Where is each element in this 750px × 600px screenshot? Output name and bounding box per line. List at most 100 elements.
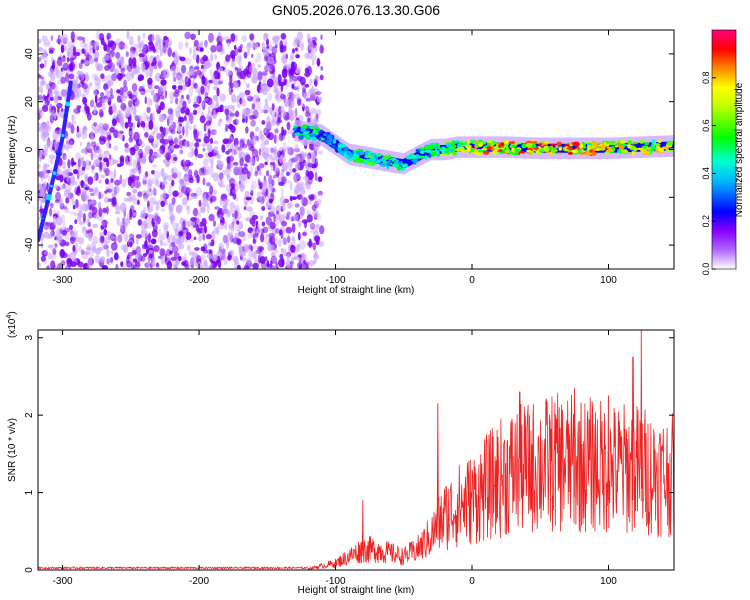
noise-speckle	[178, 231, 184, 237]
noise-speckle	[286, 91, 293, 99]
noise-speckle	[86, 142, 91, 149]
signal-band-blob	[550, 143, 557, 146]
noise-speckle	[286, 146, 291, 155]
signal-band-blob	[644, 141, 650, 146]
noise-speckle	[80, 71, 85, 81]
noise-speckle	[296, 31, 304, 41]
noise-speckle	[57, 262, 63, 269]
signal-band-blob	[391, 157, 397, 161]
noise-speckle	[298, 231, 301, 241]
noise-speckle	[84, 103, 88, 112]
noise-speckle	[311, 152, 316, 161]
noise-speckle	[155, 203, 160, 211]
noise-speckle	[311, 36, 318, 42]
noise-speckle	[108, 235, 115, 240]
spectrogram-ytick-label: 40	[24, 48, 35, 60]
noise-speckle	[238, 244, 243, 253]
noise-speckle	[266, 150, 270, 158]
noise-speckle	[77, 237, 85, 245]
signal-band-blob	[344, 155, 351, 159]
noise-speckle	[266, 260, 270, 268]
noise-speckle	[271, 46, 277, 56]
noise-speckle	[233, 166, 240, 176]
noise-speckle	[114, 210, 121, 215]
noise-speckle	[38, 85, 43, 94]
noise-speckles	[38, 30, 325, 269]
noise-speckle	[225, 114, 229, 121]
noise-speckle	[253, 250, 257, 259]
noise-speckle	[83, 43, 89, 53]
noise-speckle	[202, 143, 206, 148]
noise-speckle	[153, 245, 160, 253]
noise-speckle	[303, 260, 306, 264]
noise-speckle	[49, 109, 55, 115]
noise-speckle	[216, 154, 222, 159]
noise-speckle	[261, 41, 265, 51]
noise-speckle	[218, 67, 224, 72]
noise-speckle	[49, 159, 54, 165]
noise-speckle	[281, 257, 285, 267]
noise-speckle	[278, 81, 286, 87]
noise-speckle	[308, 238, 312, 248]
noise-speckle	[65, 140, 71, 145]
spectrogram-ytick-label: 20	[24, 96, 35, 108]
noise-speckle	[265, 216, 272, 226]
noise-speckle	[159, 101, 165, 111]
signal-band-blob	[508, 141, 516, 145]
signal-band-blob	[302, 131, 309, 135]
noise-speckle	[47, 252, 53, 260]
signal-band-blob	[319, 129, 323, 133]
noise-speckle	[144, 60, 151, 68]
noise-speckle	[147, 233, 151, 243]
signal-band-blob	[419, 150, 425, 154]
noise-speckle	[63, 205, 68, 210]
noise-speckle	[129, 147, 136, 152]
noise-speckle	[43, 147, 48, 157]
noise-speckle	[135, 50, 139, 57]
noise-speckle	[198, 167, 205, 176]
signal-band-blob	[627, 140, 633, 145]
noise-speckle	[80, 179, 85, 189]
noise-speckle	[203, 136, 210, 144]
noise-speckle	[65, 135, 70, 144]
noise-speckle	[290, 199, 294, 209]
noise-speckle	[229, 202, 236, 209]
noise-speckle	[288, 112, 296, 121]
noise-speckle	[196, 95, 202, 104]
noise-speckle	[142, 112, 148, 122]
noise-speckle	[202, 197, 209, 208]
noise-speckle	[167, 113, 172, 119]
noise-speckle	[316, 109, 322, 116]
noise-speckle	[99, 111, 104, 117]
noise-speckle	[210, 230, 216, 240]
noise-speckle	[252, 135, 257, 146]
noise-speckle	[285, 226, 293, 234]
noise-speckle	[175, 56, 179, 65]
noise-speckle	[207, 62, 213, 68]
noise-speckle	[238, 231, 246, 238]
noise-speckle	[106, 248, 110, 258]
noise-speckle	[301, 197, 309, 207]
noise-speckle	[161, 233, 166, 240]
noise-speckle	[204, 92, 209, 99]
noise-speckle	[147, 259, 150, 268]
noise-speckle	[280, 247, 284, 254]
noise-speckle	[262, 226, 269, 234]
noise-speckle	[45, 83, 51, 89]
noise-speckle	[149, 98, 153, 106]
noise-speckle	[108, 90, 111, 96]
signal-band-blob	[376, 153, 382, 157]
noise-speckle	[159, 126, 164, 132]
noise-speckle	[281, 163, 285, 173]
noise-speckle	[117, 129, 121, 139]
noise-speckle	[119, 202, 127, 213]
noise-speckle	[185, 57, 192, 65]
noise-speckle	[75, 198, 79, 208]
noise-speckle	[198, 260, 203, 265]
noise-speckle	[155, 179, 160, 187]
noise-speckle	[117, 44, 121, 50]
noise-speckle	[103, 244, 109, 250]
noise-speckle	[206, 249, 213, 254]
noise-speckle	[85, 229, 91, 234]
noise-speckle	[181, 64, 187, 74]
